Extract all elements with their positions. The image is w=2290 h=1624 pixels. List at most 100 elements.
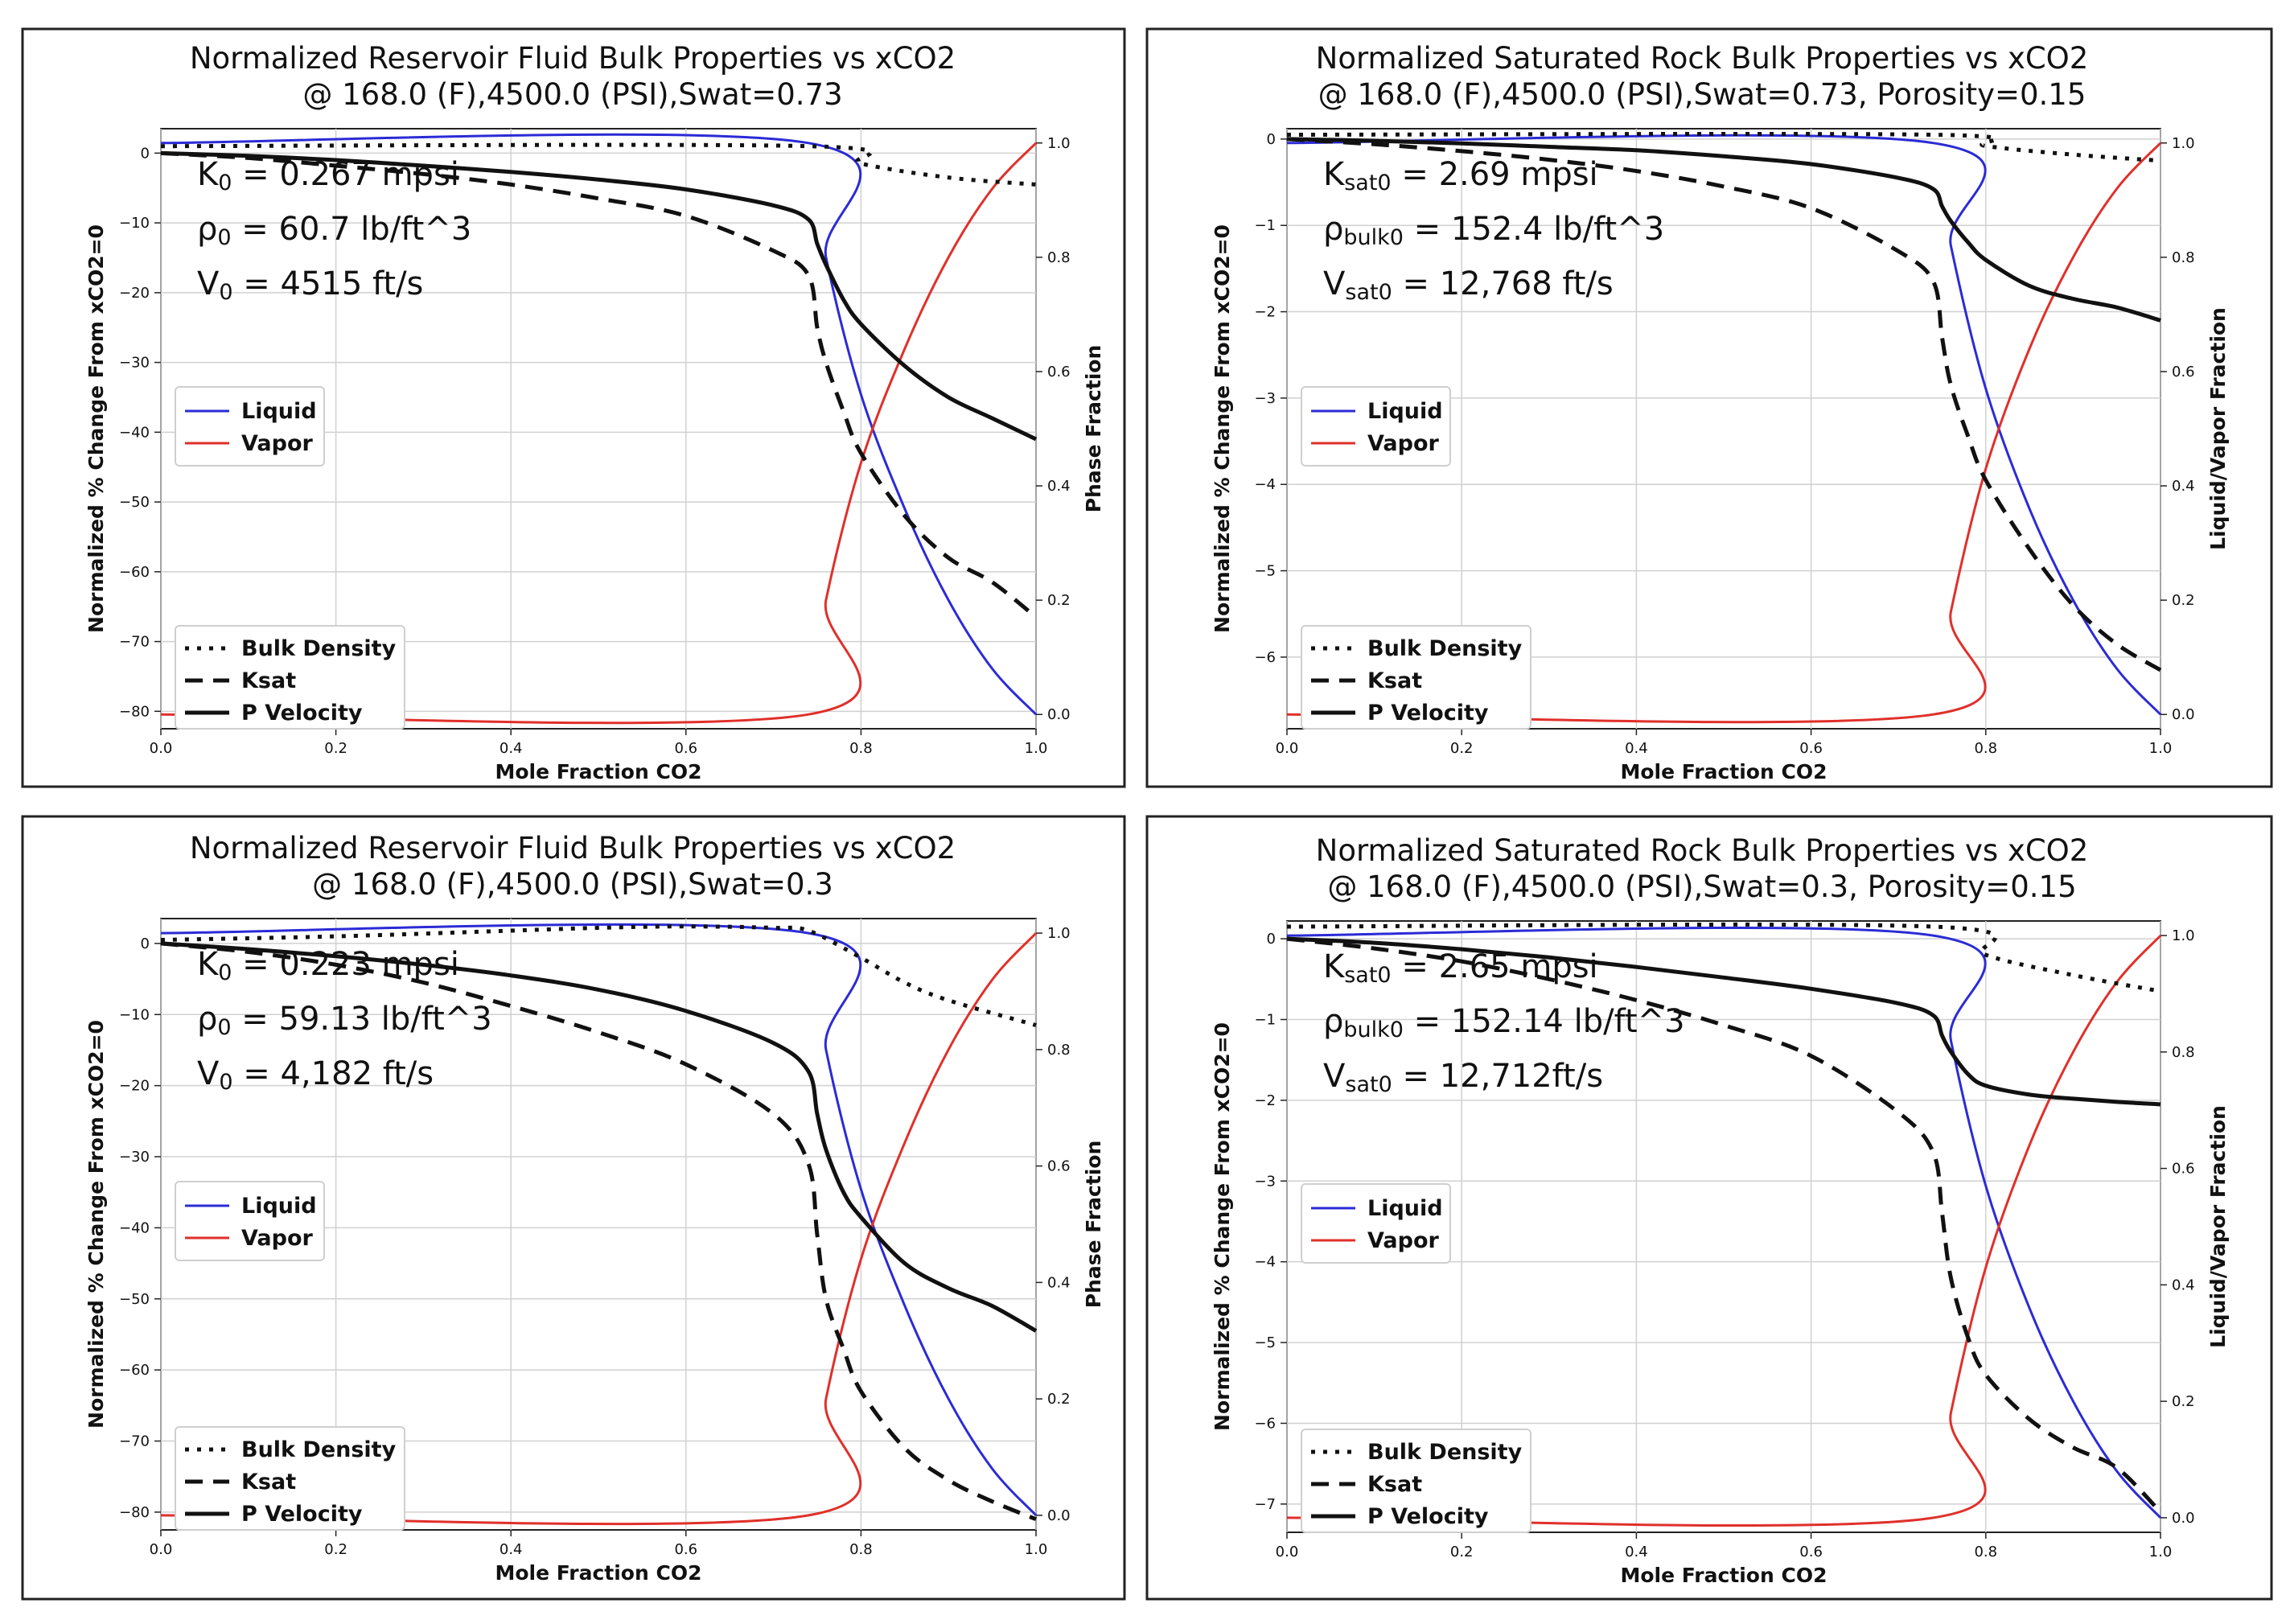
x-axis-label: Mole Fraction CO2: [495, 760, 702, 783]
y-tick-label: −80: [119, 703, 150, 720]
y-axis-label: Normalized % Change From xCO2=0: [84, 1020, 108, 1429]
annotation-value: = 2.65 mpsi: [1392, 948, 1598, 985]
series-line-bulk-density: [1286, 922, 2161, 993]
annotation-value: = 0.223 mpsi: [232, 946, 458, 983]
y-tick-label: −10: [119, 1006, 150, 1023]
y2-tick-label: 0.0: [1047, 706, 1071, 723]
y-tick-label: −3: [1254, 1173, 1276, 1190]
x-tick-label: 1.0: [1025, 1541, 1048, 1558]
x-tick-label: 0.4: [500, 740, 523, 757]
y2-tick-label: 1.0: [1047, 925, 1071, 942]
x-axis-label: Mole Fraction CO2: [495, 1561, 702, 1585]
constant-annotation: K0 = 0.267 mpsi: [197, 156, 459, 195]
legend-label-p-velocity: P Velocity: [1367, 701, 1489, 726]
constant-annotation: Vsat0 = 12,768 ft/s: [1323, 265, 1614, 305]
series-line-bulk-density: [1286, 131, 2161, 163]
y2-tick-label: 0.4: [2172, 478, 2195, 495]
y-tick-label: −40: [119, 424, 150, 441]
x-axis-label: Mole Fraction CO2: [1621, 1564, 1827, 1587]
annotation-subscript: 0: [219, 280, 232, 305]
y-tick-label: −6: [1254, 649, 1276, 666]
annotation-symbol: V: [197, 265, 220, 302]
x-tick-label: 1.0: [2149, 740, 2173, 757]
chart-panel-2: Normalized Saturated Rock Bulk Propertie…: [1211, 41, 2230, 783]
x-tick-label: 0.6: [674, 740, 697, 757]
legend-label-p-velocity: P Velocity: [241, 701, 363, 726]
x-tick-label: 0.6: [1799, 1544, 1823, 1560]
y2-tick-label: 0.0: [1047, 1507, 1071, 1524]
y2-tick-label: 0.4: [2172, 1277, 2195, 1293]
annotation-subscript: bulk0: [1343, 1018, 1404, 1042]
x-tick-label: 0.8: [849, 740, 873, 757]
y-tick-label: −3: [1254, 390, 1276, 407]
y-tick-label: −80: [119, 1504, 150, 1521]
series-line-vapor: [1286, 142, 2162, 724]
y2-tick-label: 0.0: [2172, 1510, 2195, 1527]
chart-title: Normalized Saturated Rock Bulk Propertie…: [1316, 41, 2089, 76]
legend-label-bulk-density: Bulk Density: [241, 1437, 397, 1462]
annotation-subscript: 0: [218, 960, 232, 985]
x-tick-label: 0.0: [1276, 1544, 1299, 1560]
legend-label-p-velocity: P Velocity: [1367, 1504, 1489, 1529]
y2-tick-label: 0.6: [1047, 1158, 1071, 1175]
y-tick-label: 0: [141, 145, 150, 162]
chart-panel-4: Normalized Saturated Rock Bulk Propertie…: [1211, 833, 2230, 1587]
y-tick-label: −2: [1254, 1092, 1276, 1109]
chart-subtitle: @ 168.0 (F),4500.0 (PSI),Swat=0.73: [302, 77, 842, 112]
legend-label-vapor: Vapor: [241, 431, 314, 456]
y2-tick-label: 0.8: [1047, 1042, 1071, 1059]
annotation-symbol: ρ: [1323, 211, 1343, 248]
phase-legend: [1301, 1183, 1451, 1264]
x-tick-label: 0.2: [1450, 740, 1474, 757]
constant-annotation: Vsat0 = 12,712ft/s: [1323, 1058, 1603, 1097]
annotation-subscript: sat0: [1344, 171, 1391, 195]
x-tick-label: 0.0: [150, 1541, 173, 1558]
y-tick-label: −6: [1254, 1415, 1276, 1432]
y-tick-label: −20: [119, 285, 150, 302]
annotation-value: = 152.4 lb/ft^3: [1404, 211, 1664, 248]
legend-label-bulk-density: Bulk Density: [1367, 636, 1523, 661]
y-tick-label: 0: [141, 935, 150, 952]
y-tick-label: −60: [119, 564, 150, 581]
annotation-subscript: 0: [219, 1070, 232, 1095]
annotation-subscript: 0: [217, 225, 231, 250]
constant-annotation: ρ0 = 60.7 lb/ft^3: [197, 211, 471, 250]
x-tick-label: 0.2: [1450, 1544, 1474, 1560]
constant-annotation: ρbulk0 = 152.14 lb/ft^3: [1323, 1003, 1685, 1042]
property-legend: [1301, 1429, 1531, 1533]
annotation-subscript: sat0: [1345, 280, 1392, 305]
series-line-p-velocity: [160, 150, 1038, 442]
property-legend: [175, 1426, 405, 1531]
chart-panel-3: Normalized Reservoir Fluid Bulk Properti…: [84, 831, 1105, 1585]
y2-tick-label: 1.0: [1047, 135, 1071, 152]
y-tick-label: −50: [119, 1291, 150, 1308]
panel-border: [1145, 815, 2273, 1601]
y-tick-label: −4: [1254, 1254, 1276, 1271]
legend-label-liquid: Liquid: [1367, 1196, 1443, 1221]
annotation-value: = 12,768 ft/s: [1392, 265, 1614, 302]
legend-label-vapor: Vapor: [1367, 1228, 1440, 1253]
y2-axis-label: Liquid/Vapor Fraction: [2206, 1105, 2230, 1348]
annotation-subscript: 0: [217, 1015, 231, 1040]
y-tick-label: −30: [119, 1149, 150, 1166]
panel-border: [1145, 27, 2273, 788]
y2-tick-label: 0.6: [2172, 364, 2195, 380]
y-tick-label: −4: [1254, 476, 1276, 493]
y-tick-label: −20: [119, 1078, 150, 1095]
y2-tick-label: 1.0: [2172, 135, 2195, 152]
series-line-ksat: [1286, 936, 2162, 1514]
y-tick-label: −7: [1254, 1496, 1276, 1513]
y-tick-label: −60: [119, 1362, 150, 1379]
y2-tick-label: 0.2: [2172, 1393, 2195, 1410]
legend-label-ksat: Ksat: [1367, 668, 1422, 693]
x-axis-label: Mole Fraction CO2: [1621, 760, 1827, 783]
annotation-subscript: 0: [218, 171, 232, 195]
y2-tick-label: 0.8: [2172, 1044, 2195, 1061]
x-tick-label: 0.6: [674, 1541, 697, 1558]
y2-tick-label: 0.0: [2172, 706, 2195, 723]
annotation-symbol: ρ: [197, 1001, 217, 1038]
panel-border: [21, 27, 1126, 788]
annotation-subscript: bulk0: [1343, 225, 1404, 250]
legend-label-vapor: Vapor: [241, 1226, 314, 1251]
annotation-symbol: K: [197, 946, 220, 983]
